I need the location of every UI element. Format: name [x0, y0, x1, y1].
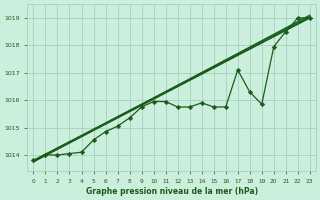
X-axis label: Graphe pression niveau de la mer (hPa): Graphe pression niveau de la mer (hPa): [85, 187, 258, 196]
